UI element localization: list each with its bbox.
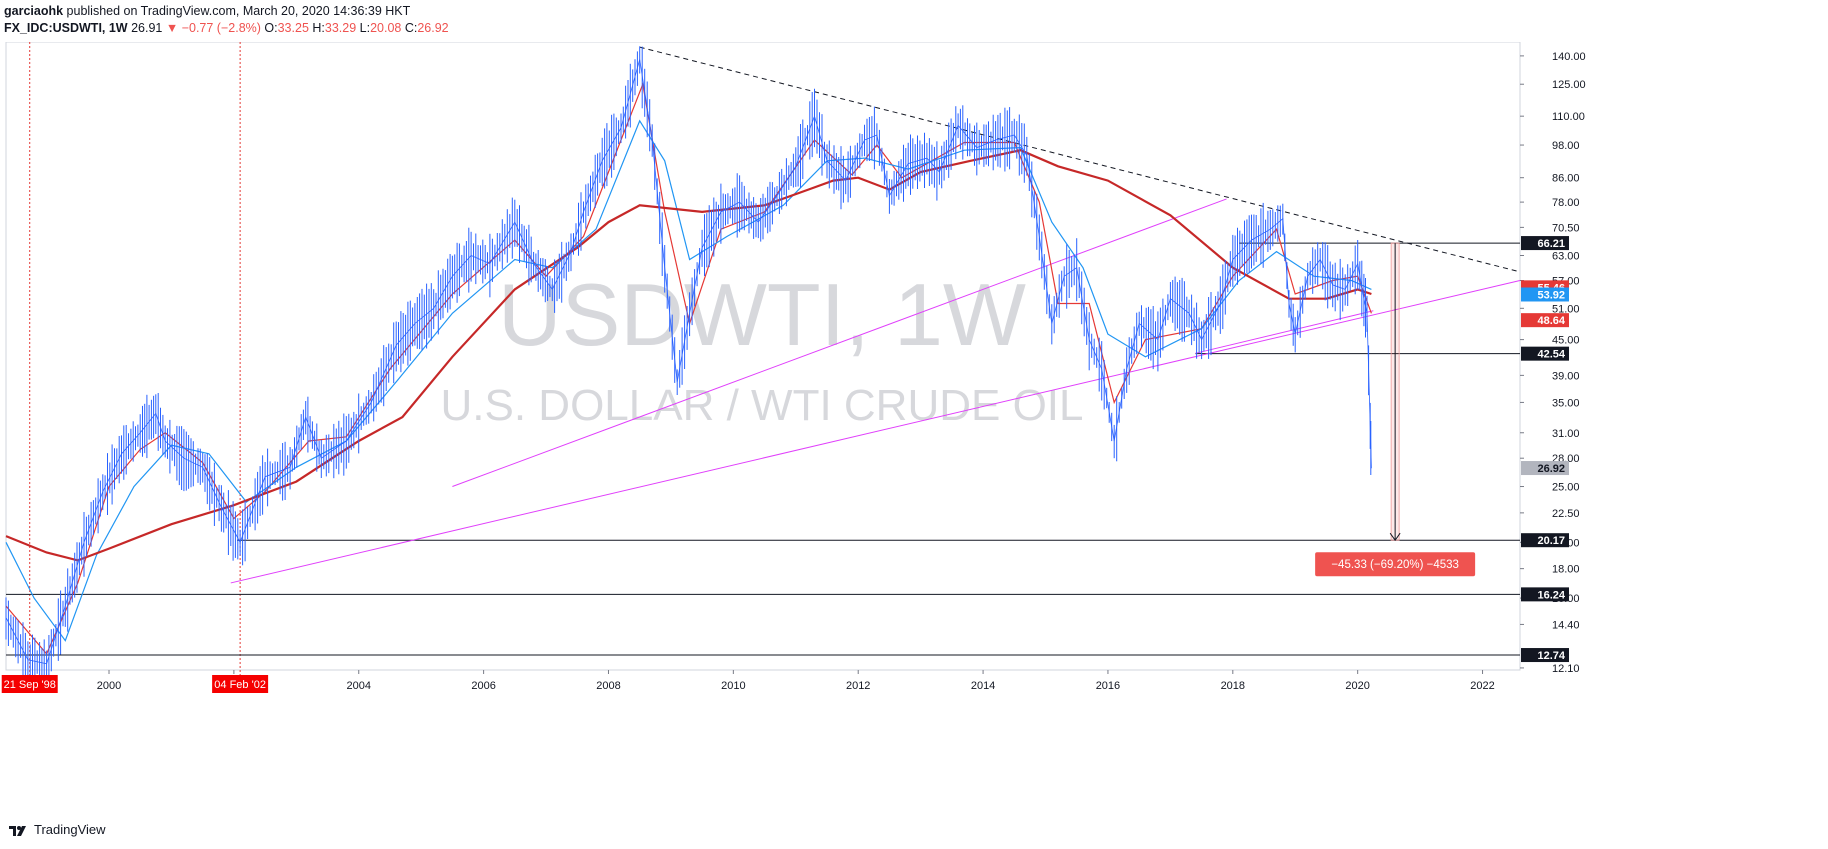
low-label: L: [359, 21, 371, 35]
author-name[interactable]: garciaohk [4, 4, 64, 18]
x-tick-label: 2014 [971, 680, 995, 692]
measure-label: −45.33 (−69.20%) −4533 [1331, 559, 1459, 571]
series-price-label: 48.64 [1537, 315, 1565, 327]
x-tick-label: 2000 [97, 680, 121, 692]
y-tick-label: 25.00 [1552, 482, 1580, 494]
y-tick-label: 14.40 [1552, 619, 1580, 631]
x-axis: 2000200220042006200820102012201420162018… [97, 670, 1495, 692]
y-tick-label: 86.00 [1552, 173, 1580, 185]
support-trendline [452, 198, 1227, 487]
y-tick-label: 22.50 [1552, 508, 1580, 520]
y-tick-label: 45.00 [1552, 335, 1580, 347]
level-price-label-box [1521, 648, 1569, 663]
series-price-label-box [1521, 461, 1569, 476]
support-trendline [1195, 310, 1374, 354]
open-label: O: [264, 21, 278, 35]
plot-frame [5, 42, 1521, 671]
price-chart[interactable]: USDWTI, 1W U.S. DOLLAR / WTI CRUDE OIL −45… [0, 42, 1828, 817]
y-tick-label: 31.00 [1552, 428, 1580, 440]
watermark-subtitle: U.S. DOLLAR / WTI CRUDE OIL [441, 381, 1084, 430]
date-marker-box [1, 675, 58, 693]
moving-average-line [5, 119, 1372, 642]
x-tick-label: 2022 [1470, 680, 1494, 692]
ohlc-line: FX_IDC:USDWTI, 1W 26.91 ▼ −0.77 (−2.8%) … [4, 20, 449, 37]
level-price-label-box [1521, 533, 1569, 548]
y-tick-label: 18.00 [1552, 564, 1580, 576]
x-tick-label: 2006 [471, 680, 495, 692]
measure-label-box [1315, 552, 1476, 577]
x-tick-label: 2010 [721, 680, 745, 692]
y-tick-label: 63.00 [1552, 250, 1580, 262]
close-value: 26.92 [417, 21, 449, 35]
series-price-label: 53.92 [1537, 289, 1565, 301]
footer-brand[interactable]: TradingView [34, 822, 106, 837]
level-price-label: 12.74 [1537, 650, 1565, 662]
level-price-label: 42.54 [1537, 349, 1565, 361]
level-price-label-box [1521, 587, 1569, 602]
published-text: published on TradingView.com, March 20, … [66, 4, 411, 18]
last-price: 26.91 [131, 21, 163, 35]
resistance-trendline [639, 46, 1521, 273]
date-marker-box [212, 675, 269, 693]
y-tick-label: 78.00 [1552, 197, 1580, 209]
x-tick-label: 2012 [846, 680, 870, 692]
y-tick-label: 51.00 [1552, 303, 1580, 315]
close-label: C: [404, 21, 418, 35]
date-marker-label: 21 Sep '98 [4, 679, 56, 691]
price-change: ▼ −0.77 (−2.8%) [165, 21, 261, 35]
price-bars [5, 46, 1372, 690]
level-price-label: 20.17 [1537, 535, 1565, 547]
x-tick-label: 2020 [1345, 680, 1369, 692]
price-line [5, 59, 1372, 665]
tradingview-logo-icon [9, 825, 26, 836]
y-tick-label: 12.10 [1552, 663, 1580, 675]
series-price-label-box [1521, 287, 1569, 302]
measure-arrow-head [1389, 532, 1401, 542]
y-tick-label: 125.00 [1552, 79, 1586, 91]
level-price-label: 16.24 [1537, 589, 1565, 601]
y-tick-label: 70.50 [1552, 222, 1580, 234]
footer: TradingView [8, 822, 106, 837]
level-price-label: 66.21 [1537, 238, 1565, 250]
series-price-label-box [1521, 313, 1569, 328]
symbol-interval[interactable]: FX_IDC:USDWTI, 1W [4, 21, 128, 35]
level-price-label-box [1521, 346, 1569, 361]
moving-average-line [5, 81, 1372, 656]
watermark-title: USDWTI, 1W [498, 265, 1026, 364]
x-tick-label: 2016 [1096, 680, 1120, 692]
y-tick-label: 110.00 [1552, 111, 1585, 123]
low-value: 20.08 [370, 21, 402, 35]
y-tick-label: 98.00 [1552, 140, 1580, 152]
x-tick-label: 2008 [596, 680, 620, 692]
x-tick-label: 2018 [1221, 680, 1245, 692]
y-tick-label: 39.00 [1552, 370, 1580, 382]
high-label: H: [312, 21, 325, 35]
chart-header: garciaohk published on TradingView.com, … [4, 3, 449, 37]
y-axis: 12.1014.4016.0018.0020.0022.5025.0028.00… [1520, 51, 1586, 675]
series-price-label: 26.92 [1537, 463, 1565, 475]
open-value: 33.25 [277, 21, 309, 35]
support-trendline [230, 280, 1521, 584]
date-marker-label: 04 Feb '02 [214, 679, 266, 691]
x-tick-label: 2004 [347, 680, 371, 692]
level-price-label-box [1521, 236, 1569, 251]
moving-average-line [5, 149, 1372, 562]
publish-line: garciaohk published on TradingView.com, … [4, 3, 449, 20]
high-value: 33.29 [324, 21, 357, 35]
y-tick-label: 35.00 [1552, 397, 1580, 409]
y-tick-label: 140.00 [1552, 51, 1586, 63]
